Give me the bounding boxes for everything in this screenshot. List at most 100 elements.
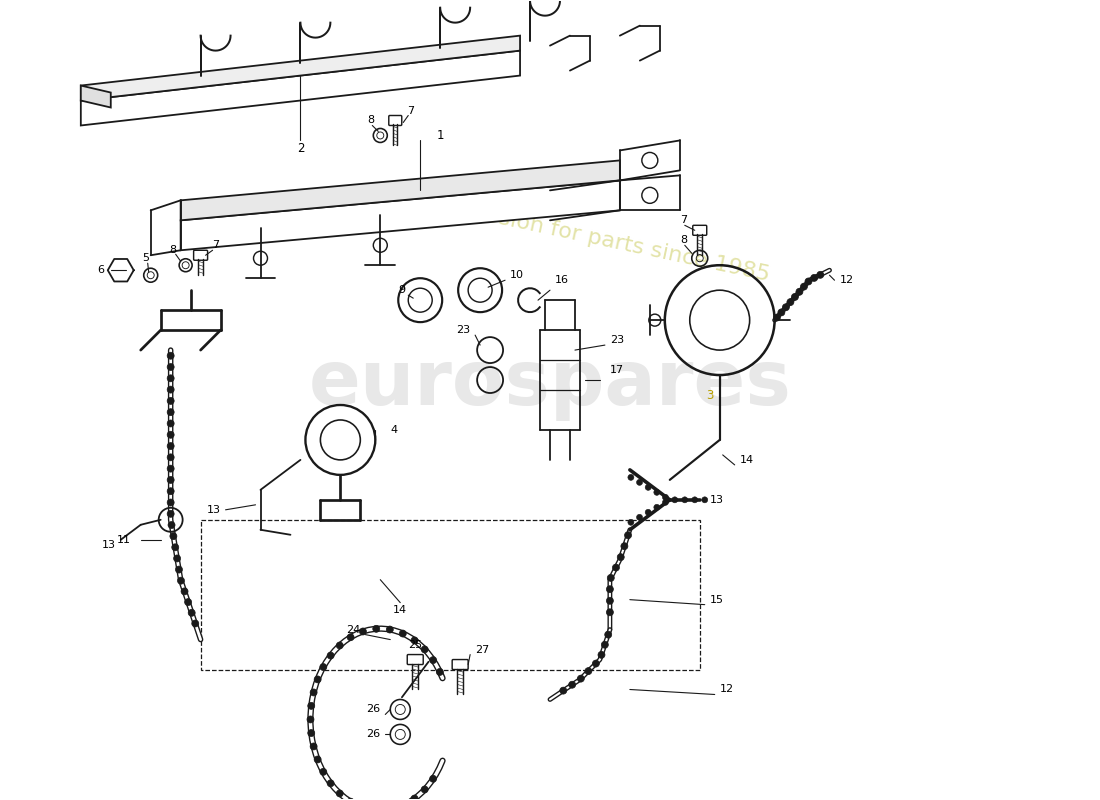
Text: 8: 8 — [680, 235, 686, 246]
Bar — [200, 520, 700, 670]
Polygon shape — [180, 180, 620, 250]
Circle shape — [437, 669, 443, 675]
Text: 11: 11 — [117, 534, 131, 545]
Text: 12: 12 — [839, 275, 854, 286]
Circle shape — [167, 420, 174, 427]
Circle shape — [315, 676, 321, 683]
Circle shape — [421, 646, 428, 653]
Circle shape — [778, 309, 785, 316]
Circle shape — [310, 743, 317, 750]
Circle shape — [348, 634, 354, 641]
Circle shape — [167, 499, 174, 506]
Circle shape — [167, 431, 174, 438]
Circle shape — [177, 577, 185, 584]
Circle shape — [386, 626, 394, 633]
Circle shape — [411, 795, 418, 800]
Circle shape — [605, 631, 612, 638]
Text: 14: 14 — [393, 605, 407, 614]
Circle shape — [593, 660, 600, 667]
Circle shape — [327, 780, 334, 787]
Circle shape — [625, 532, 631, 538]
Text: 12: 12 — [719, 685, 734, 694]
Circle shape — [782, 304, 790, 310]
Text: 2: 2 — [297, 142, 305, 155]
Circle shape — [310, 689, 317, 696]
Circle shape — [602, 642, 608, 648]
Text: 13: 13 — [207, 505, 221, 515]
Circle shape — [607, 574, 614, 582]
Circle shape — [773, 314, 780, 321]
Circle shape — [167, 363, 174, 370]
Circle shape — [805, 278, 812, 285]
Circle shape — [796, 288, 803, 295]
Circle shape — [817, 271, 824, 278]
Circle shape — [307, 716, 314, 723]
Text: 14: 14 — [739, 455, 754, 465]
Circle shape — [637, 479, 642, 486]
Circle shape — [585, 668, 592, 674]
Circle shape — [620, 542, 628, 550]
Circle shape — [320, 663, 327, 670]
Text: 7: 7 — [212, 240, 219, 250]
Text: 23: 23 — [456, 325, 470, 335]
Text: 26: 26 — [366, 730, 381, 739]
Circle shape — [327, 652, 334, 659]
Circle shape — [606, 609, 614, 616]
Text: a passion for parts since 1985: a passion for parts since 1985 — [438, 195, 772, 285]
Circle shape — [598, 651, 605, 658]
Circle shape — [421, 786, 428, 793]
Polygon shape — [80, 36, 520, 101]
Text: 7: 7 — [680, 215, 686, 226]
Text: 3: 3 — [706, 389, 714, 402]
Circle shape — [168, 522, 175, 529]
Circle shape — [360, 628, 366, 635]
Circle shape — [188, 610, 195, 616]
Circle shape — [348, 798, 354, 800]
Circle shape — [411, 637, 418, 644]
FancyBboxPatch shape — [194, 250, 208, 260]
Circle shape — [337, 642, 343, 649]
Circle shape — [167, 409, 174, 416]
Circle shape — [430, 657, 437, 664]
Circle shape — [662, 494, 669, 500]
Circle shape — [646, 484, 651, 490]
Circle shape — [628, 519, 634, 526]
Text: 8: 8 — [169, 246, 176, 255]
Polygon shape — [80, 86, 111, 107]
Circle shape — [191, 620, 199, 627]
Circle shape — [811, 274, 817, 282]
Circle shape — [167, 454, 174, 461]
Circle shape — [702, 497, 707, 503]
Circle shape — [560, 687, 566, 694]
Circle shape — [167, 488, 174, 494]
Text: eurospares: eurospares — [309, 347, 791, 421]
Circle shape — [399, 630, 406, 637]
Circle shape — [320, 768, 327, 775]
Text: 16: 16 — [556, 275, 569, 286]
Text: 8: 8 — [366, 115, 374, 126]
Circle shape — [167, 442, 174, 450]
Circle shape — [569, 682, 575, 688]
Circle shape — [672, 497, 678, 503]
Text: 25: 25 — [408, 639, 422, 650]
Circle shape — [167, 398, 174, 404]
Circle shape — [786, 298, 794, 306]
FancyBboxPatch shape — [693, 226, 706, 235]
Circle shape — [185, 598, 191, 606]
Circle shape — [172, 544, 178, 550]
Circle shape — [646, 510, 651, 515]
Circle shape — [167, 375, 174, 382]
Circle shape — [308, 730, 315, 737]
Text: 24: 24 — [346, 625, 361, 634]
Circle shape — [682, 497, 688, 503]
Circle shape — [606, 598, 614, 604]
Polygon shape — [80, 50, 520, 126]
Text: 1: 1 — [437, 129, 444, 142]
Circle shape — [692, 497, 697, 503]
Text: 6: 6 — [97, 266, 104, 275]
Circle shape — [167, 465, 174, 472]
Circle shape — [337, 790, 343, 797]
Circle shape — [578, 675, 584, 682]
Circle shape — [617, 554, 624, 561]
Circle shape — [315, 756, 321, 763]
